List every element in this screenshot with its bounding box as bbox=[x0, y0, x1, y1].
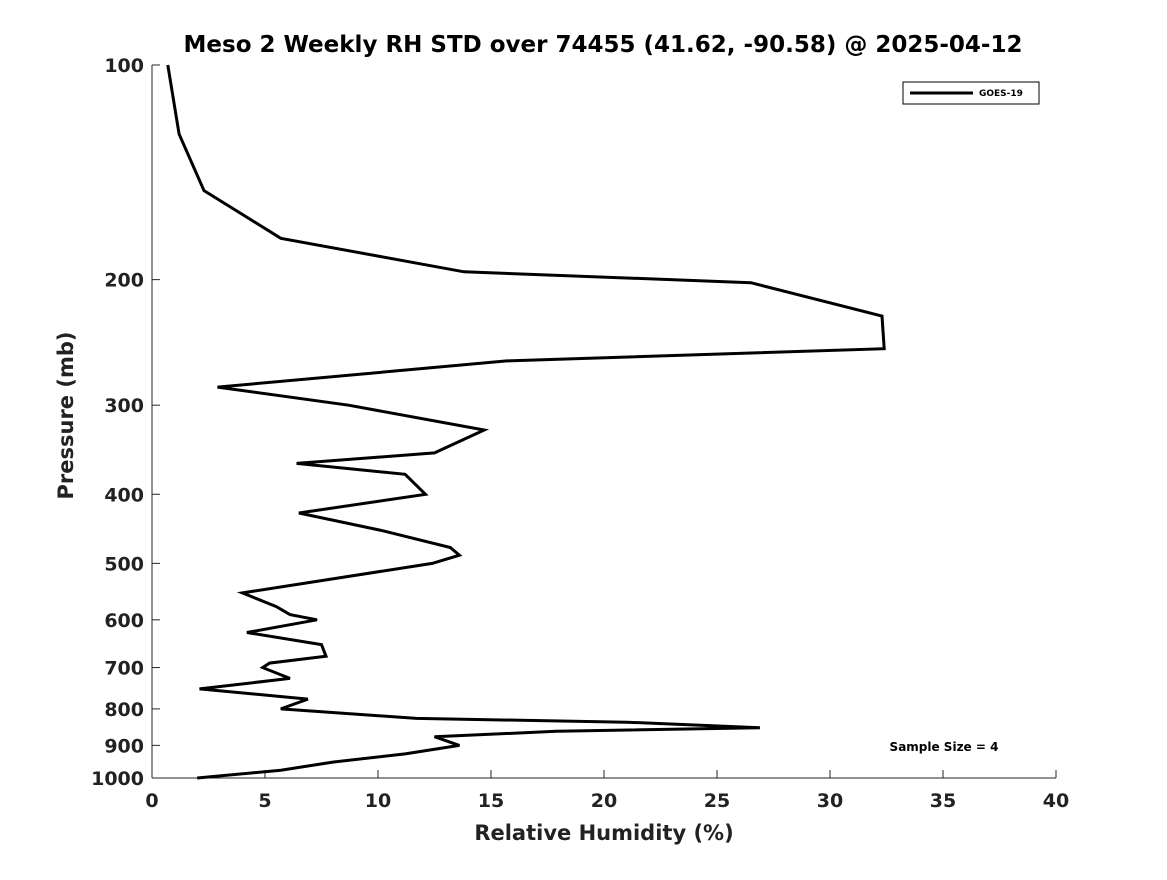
chart-title: Meso 2 Weekly RH STD over 74455 (41.62, … bbox=[184, 32, 1023, 58]
x-tick-label-10: 10 bbox=[365, 790, 391, 812]
y-tick-label-200: 200 bbox=[104, 270, 144, 292]
axes-background bbox=[152, 65, 1056, 778]
y-tick-label-400: 400 bbox=[104, 484, 144, 506]
x-tick-label-40: 40 bbox=[1043, 790, 1069, 812]
x-tick-label-30: 30 bbox=[817, 790, 843, 812]
x-tick-label-15: 15 bbox=[478, 790, 504, 812]
y-tick-label-100: 100 bbox=[104, 55, 144, 77]
y-tick-label-800: 800 bbox=[104, 699, 144, 721]
x-tick-label-0: 0 bbox=[145, 790, 158, 812]
y-axis-label: Pressure (mb) bbox=[54, 332, 78, 500]
x-tick-label-25: 25 bbox=[704, 790, 730, 812]
x-axis: 0 5 10 15 20 25 30 35 40 bbox=[145, 770, 1069, 812]
y-tick-label-500: 500 bbox=[104, 553, 144, 575]
x-tick-label-5: 5 bbox=[258, 790, 271, 812]
y-tick-label-700: 700 bbox=[104, 658, 144, 680]
series-layer bbox=[166, 64, 886, 780]
x-tick-label-35: 35 bbox=[930, 790, 956, 812]
x-tick-label-20: 20 bbox=[591, 790, 617, 812]
y-axis: 100 200 300 400 500 600 700 800 900 1000 bbox=[91, 55, 160, 790]
y-tick-label-1000: 1000 bbox=[91, 768, 144, 790]
y-tick-label-600: 600 bbox=[104, 610, 144, 632]
legend-label-goes-19: GOES-19 bbox=[979, 89, 1023, 99]
y-tick-label-300: 300 bbox=[104, 395, 144, 417]
y-tick-label-900: 900 bbox=[104, 735, 144, 757]
legend: GOES-19 bbox=[902, 81, 1040, 105]
sample-size-annotation: Sample Size = 4 bbox=[890, 740, 999, 754]
x-axis-label: Relative Humidity (%) bbox=[474, 821, 733, 845]
series-line-goes-19 bbox=[166, 64, 886, 780]
plot-area bbox=[152, 65, 1056, 778]
